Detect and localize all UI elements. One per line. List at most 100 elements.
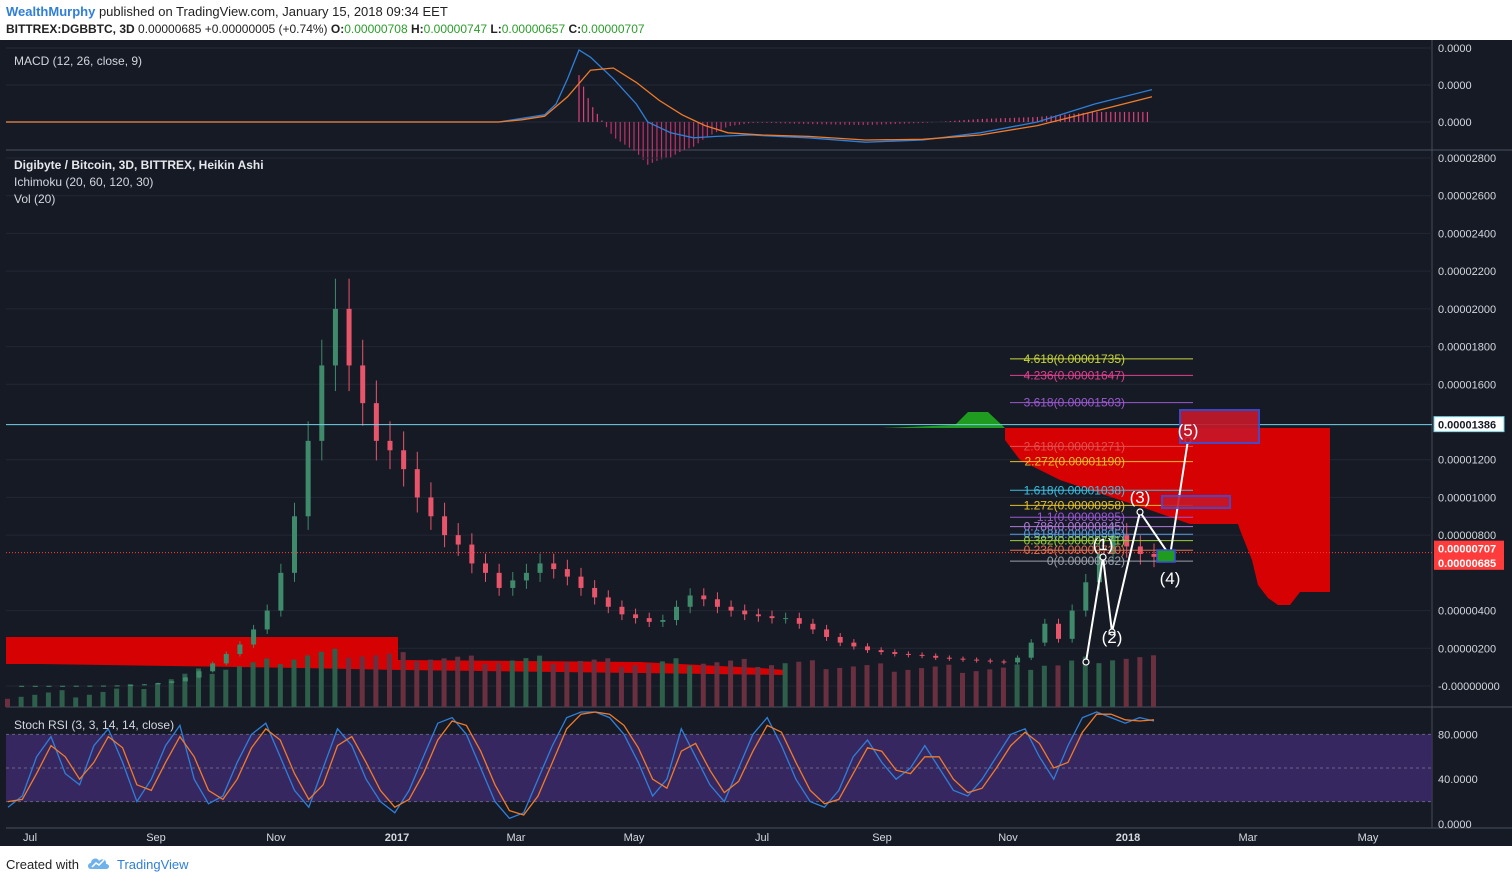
price-badge — [1434, 554, 1504, 570]
volume-bar — [182, 673, 188, 707]
author-link[interactable]: WealthMurphy — [6, 4, 96, 19]
volume-bar — [905, 669, 911, 707]
candle-body — [537, 563, 543, 573]
candle-body — [46, 685, 52, 687]
volume-bar — [850, 666, 856, 707]
price-tick-label: 0.00001386 — [1438, 420, 1496, 432]
volume-bar — [168, 679, 174, 707]
candle-body — [442, 516, 448, 536]
volume-bar — [100, 691, 106, 707]
fib-level-label: 1.1(0.00000895) — [1037, 510, 1125, 524]
last-price: 0.00000685 — [138, 22, 202, 36]
volume-bar — [387, 653, 392, 707]
close-value: 0.00000707 — [581, 22, 645, 36]
price-change: +0.00000005 (+0.74%) — [204, 22, 328, 36]
volume-bar — [673, 658, 679, 707]
volume-bar — [1041, 665, 1047, 707]
fib-level-label: 0.786(0.00000845) — [1024, 520, 1125, 534]
candle-body — [1069, 610, 1075, 639]
price-tick-label: 0.00002000 — [1438, 304, 1496, 316]
time-axis-label: Nov — [998, 832, 1018, 844]
candle-body — [60, 685, 66, 687]
time-axis[interactable]: Jul Sep Nov 2017 Mar May Jul Sep Nov 2018 Mar May — [23, 832, 1379, 844]
candle-body — [987, 660, 993, 662]
volume-bar — [809, 660, 815, 707]
volume-bar — [155, 683, 161, 707]
wave-label: (1) — [1093, 535, 1114, 554]
candle-body — [660, 620, 666, 622]
volume-bar — [277, 664, 283, 707]
candle-body — [605, 597, 611, 607]
candle-body — [196, 671, 202, 678]
volume-bar — [1082, 656, 1088, 707]
fib-level-label: 3.618(0.00001503) — [1024, 396, 1125, 410]
volume-bar — [509, 660, 515, 707]
volume-bar — [223, 669, 229, 707]
candle-body — [714, 599, 720, 607]
volume-bar — [414, 660, 420, 707]
chart-canvas[interactable]: MACD (12, 26, close, 9) 0.00000.00000.00… — [0, 40, 1512, 846]
candle-body — [1110, 535, 1116, 555]
wave-point — [1099, 553, 1107, 561]
price-tick-label: 0.00000685 — [1438, 558, 1496, 570]
stoch-ticks: 80.0000 40.0000 0.0000 — [1438, 729, 1478, 831]
candle-body — [701, 595, 707, 600]
time-axis-label: Jul — [23, 832, 37, 844]
price-tick-label: 0.00000800 — [1438, 530, 1496, 542]
candle-body — [1096, 554, 1102, 583]
volume-bar — [114, 688, 120, 707]
price-tick-label: 0.00002400 — [1438, 228, 1496, 240]
price-badge — [1434, 540, 1504, 556]
time-axis-label: 2017 — [385, 832, 409, 844]
price-tick-label: 0.00000400 — [1438, 606, 1496, 618]
candle-body — [319, 365, 325, 441]
macd-tick-label: 0.0000 — [1438, 117, 1472, 129]
candle-body — [237, 644, 243, 654]
candle-body — [619, 606, 625, 615]
volume-bar — [891, 671, 897, 707]
macd-tick-label: 0.0000 — [1438, 43, 1472, 55]
volume-bar — [1028, 669, 1034, 707]
price-tick-label: 0.00001600 — [1438, 379, 1496, 391]
volume-bar — [1014, 664, 1020, 707]
volume-bar — [687, 665, 693, 707]
high-value: 0.00000747 — [423, 22, 488, 36]
candle-body — [933, 655, 939, 658]
volume-bar — [550, 663, 556, 707]
candle-body — [278, 572, 284, 611]
candle-body — [551, 563, 557, 570]
price-ticks: 0.00002800 0.00002600 0.00002400 0.00002200… — [1433, 153, 1505, 693]
candle-body — [687, 595, 693, 607]
volume-bar — [59, 690, 65, 707]
fib-level-label: 0(0.00000662) — [1047, 554, 1125, 568]
candle-body — [469, 544, 475, 564]
volume-bar — [946, 664, 952, 707]
macd-pane: MACD (12, 26, close, 9) 0.00000.00000.00… — [6, 43, 1472, 165]
candle-body — [1083, 582, 1089, 611]
ichimoku-cloud — [6, 412, 1330, 675]
volume-bar — [373, 655, 379, 707]
candle-body — [182, 677, 188, 682]
symbol-line: BITTREX:DGBBTC, 3D 0.00000685 +0.0000000… — [6, 22, 645, 36]
time-axis-label: Sep — [872, 832, 892, 844]
volume-bars — [5, 648, 1156, 707]
stoch-title: Stoch RSI (3, 3, 14, 14, close) — [14, 718, 174, 732]
price-tick-label: 0.00002200 — [1438, 266, 1496, 278]
volume-bar — [250, 662, 256, 707]
volume-bar — [359, 656, 365, 707]
candle-body — [824, 629, 830, 637]
candle-body — [169, 681, 175, 683]
volume-bar — [1000, 667, 1006, 707]
candle-body — [974, 659, 980, 661]
candle-body — [346, 308, 352, 366]
volume-bar — [1137, 657, 1143, 707]
volume-bar — [782, 663, 788, 707]
volume-bar — [45, 692, 51, 707]
fib-level-label: 1.618(0.00001038) — [1024, 483, 1125, 497]
tradingview-cloud-icon — [88, 858, 109, 869]
candle-body — [783, 618, 789, 620]
candle-body — [755, 614, 761, 617]
wave-label: (4) — [1160, 569, 1181, 588]
tradingview-link[interactable]: TradingView — [117, 857, 189, 872]
volume-bar — [591, 659, 597, 707]
